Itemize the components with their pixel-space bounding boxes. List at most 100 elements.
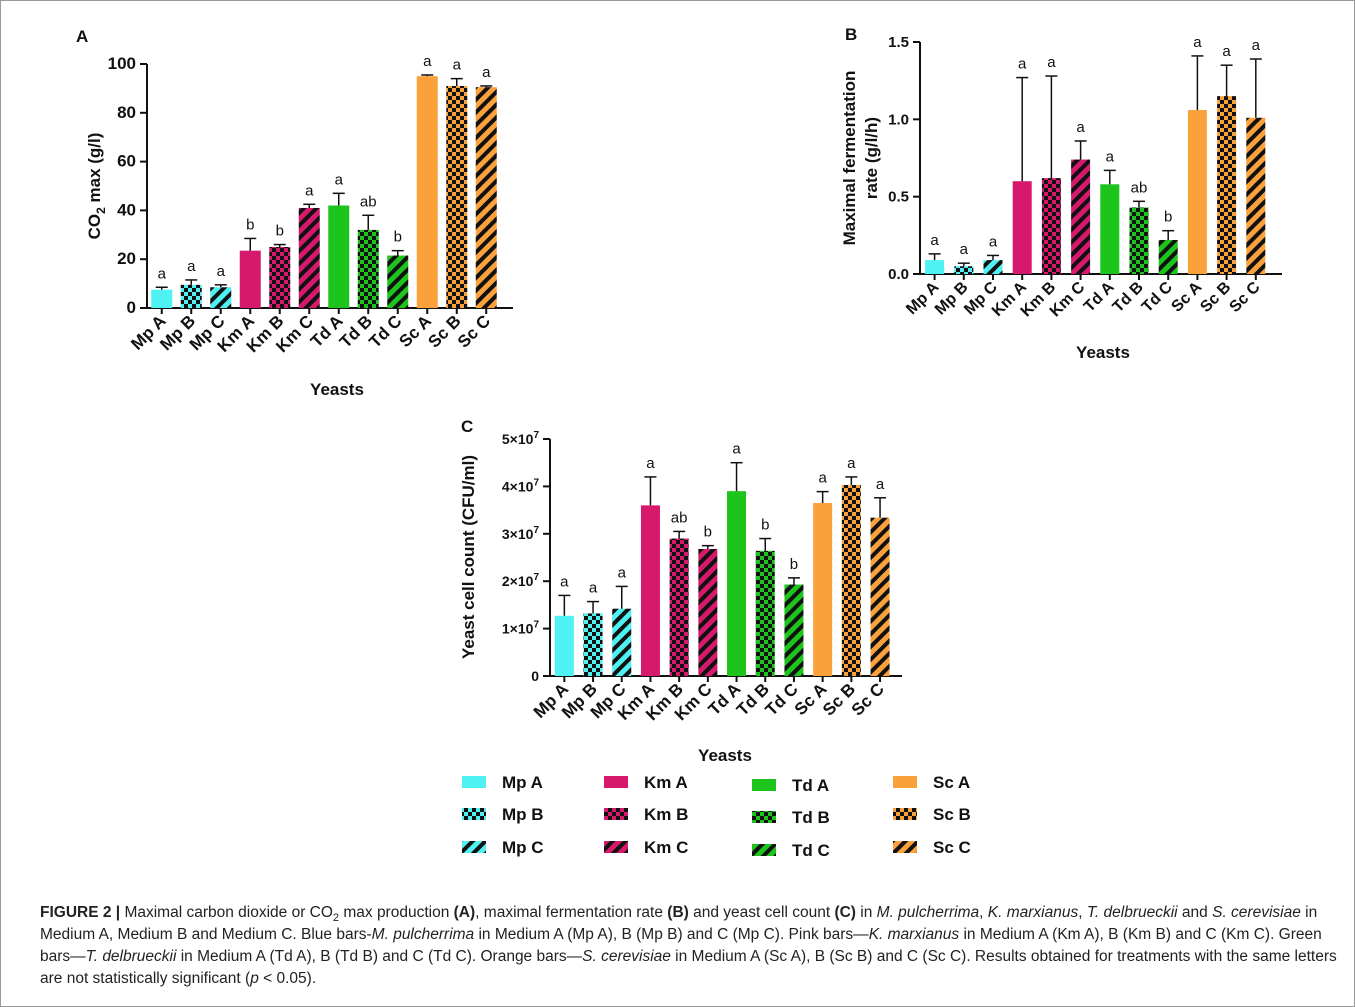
- significance-letter: b: [704, 524, 712, 541]
- y-axis-title: CO2 max (g/l): [85, 133, 108, 240]
- significance-letter: a: [1193, 34, 1202, 51]
- bar-td-a: [1100, 184, 1120, 274]
- bar-td-c: [784, 584, 804, 676]
- bar-km-b: [269, 247, 291, 308]
- legend-label-td-a: Td A: [792, 776, 829, 795]
- bar-sc-a: [416, 76, 438, 308]
- bar-td-c: [387, 255, 409, 308]
- bar-mp-c: [612, 608, 632, 676]
- panel-letter-a: A: [76, 27, 88, 46]
- legend-swatch-km-c: [604, 841, 628, 853]
- bar-sc-c: [870, 517, 890, 676]
- significance-letter: a: [732, 441, 741, 458]
- significance-letter: a: [989, 233, 998, 250]
- x-tick-label: Td B: [336, 311, 376, 351]
- significance-letter: a: [423, 53, 432, 70]
- bar-mp-a: [554, 615, 574, 676]
- x-tick-label: Td C: [1139, 278, 1176, 315]
- legend-swatch-mp-a: [462, 776, 486, 788]
- significance-letter: a: [818, 470, 827, 487]
- legend-label-sc-b: Sc B: [933, 805, 971, 824]
- bar-td-a: [328, 205, 350, 308]
- bar-km-a: [640, 505, 660, 676]
- figure-caption: FIGURE 2 | Maximal carbon dioxide or CO2…: [40, 902, 1340, 990]
- x-tick-label: Sc A: [395, 311, 435, 351]
- significance-letter: a: [560, 573, 569, 590]
- y-tick-label: 4×107: [502, 477, 540, 494]
- caption-segment: in Medium A, Medium B and Medium C. Blue…: [40, 904, 1318, 943]
- y-tick-label: 2×107: [502, 572, 540, 589]
- significance-letter: a: [847, 455, 856, 472]
- significance-letter: a: [217, 263, 226, 280]
- bar-mp-c: [983, 260, 1003, 274]
- significance-letter: a: [589, 580, 598, 597]
- legend-label-km-a: Km A: [644, 773, 688, 792]
- bar-mp-a: [925, 260, 945, 274]
- caption-segment: in Medium A (Mp A), B (Mp B) and C (Mp C…: [474, 926, 869, 943]
- caption-segment: T. delbrueckii: [85, 948, 177, 965]
- caption-segment: in Medium A (Td A), B (Td B) and C (Td C…: [176, 948, 583, 965]
- panel-letter-b: B: [845, 25, 857, 44]
- bar-km-c: [298, 207, 320, 308]
- caption-segment: M. pulcherrima: [876, 904, 980, 921]
- bar-td-b: [1129, 207, 1149, 274]
- x-axis-title: Yeasts: [698, 746, 752, 765]
- caption-segment: (B): [667, 904, 689, 921]
- legend: Mp A Mp B Mp C Km A Km B Km C Td A Td B Td C Sc A…: [462, 773, 971, 860]
- caption-segment: (C): [834, 904, 856, 921]
- x-tick-label: Td B: [1110, 279, 1147, 316]
- significance-letter: b: [276, 223, 284, 240]
- significance-letter: a: [482, 64, 491, 81]
- caption-segment: K. marxianus: [987, 904, 1079, 921]
- y-tick-label: 0: [127, 298, 136, 317]
- significance-letter: a: [453, 57, 462, 74]
- bar-td-c: [1158, 239, 1178, 274]
- y-tick-label: 0: [531, 668, 539, 684]
- x-tick-label: Sc C: [848, 679, 888, 719]
- significance-letter: a: [1018, 56, 1027, 73]
- y-tick-label: 5×107: [502, 430, 540, 447]
- significance-letter: a: [158, 265, 167, 282]
- x-axis-title: Yeasts: [310, 380, 364, 399]
- bar-td-b: [357, 229, 379, 308]
- significance-letter: a: [1222, 43, 1231, 60]
- y-axis-title: Yeast cell count (CFU/ml): [459, 455, 478, 659]
- y-tick-label: 100: [108, 54, 136, 73]
- caption-segment: S. cerevisiae: [582, 948, 671, 965]
- caption-segment: in Medium A (Km A), B (Km B) and C (Km C…: [40, 926, 1322, 965]
- bar-td-a: [727, 491, 747, 676]
- x-tick-label: Td A: [307, 311, 347, 351]
- bar-sc-c: [475, 87, 497, 309]
- significance-letter: a: [618, 564, 627, 581]
- y-axis-title: Maximal fermentation rate (g/l/h): [840, 71, 881, 246]
- significance-letter: a: [1047, 54, 1056, 71]
- bar-mp-c: [210, 287, 232, 308]
- caption-segment: in: [855, 904, 877, 921]
- x-tick-label: Sc C: [454, 311, 494, 351]
- y-tick-label: 20: [117, 249, 136, 268]
- panel-letter-c: C: [461, 417, 473, 436]
- caption-segment: ,: [1078, 904, 1087, 921]
- legend-swatch-km-a: [604, 776, 628, 788]
- caption-segment: Maximal carbon dioxide or CO: [120, 904, 333, 921]
- bar-td-b: [755, 550, 775, 676]
- caption-segment: S. cerevisiae: [1212, 904, 1301, 921]
- legend-label-km-b: Km B: [644, 805, 688, 824]
- significance-letter: b: [394, 229, 402, 246]
- legend-label-sc-a: Sc A: [933, 773, 970, 792]
- caption-segment: and: [1177, 904, 1213, 921]
- legend-swatch-km-b: [604, 808, 628, 820]
- y-tick-label: 3×107: [502, 525, 540, 542]
- caption-segment: (A): [453, 904, 476, 921]
- legend-swatch-td-b: [752, 811, 776, 823]
- y-tick-label: 1×107: [502, 620, 540, 637]
- legend-swatch-td-c: [752, 844, 776, 856]
- caption-segment: p: [250, 970, 259, 987]
- significance-letter: b: [761, 517, 769, 534]
- legend-swatch-mp-c: [462, 841, 486, 853]
- x-tick-label: Td A: [1081, 278, 1118, 315]
- x-tick-label: Mp B: [932, 279, 972, 319]
- caption-segment: M. pulcherrima: [371, 926, 475, 943]
- bar-km-c: [1071, 159, 1091, 274]
